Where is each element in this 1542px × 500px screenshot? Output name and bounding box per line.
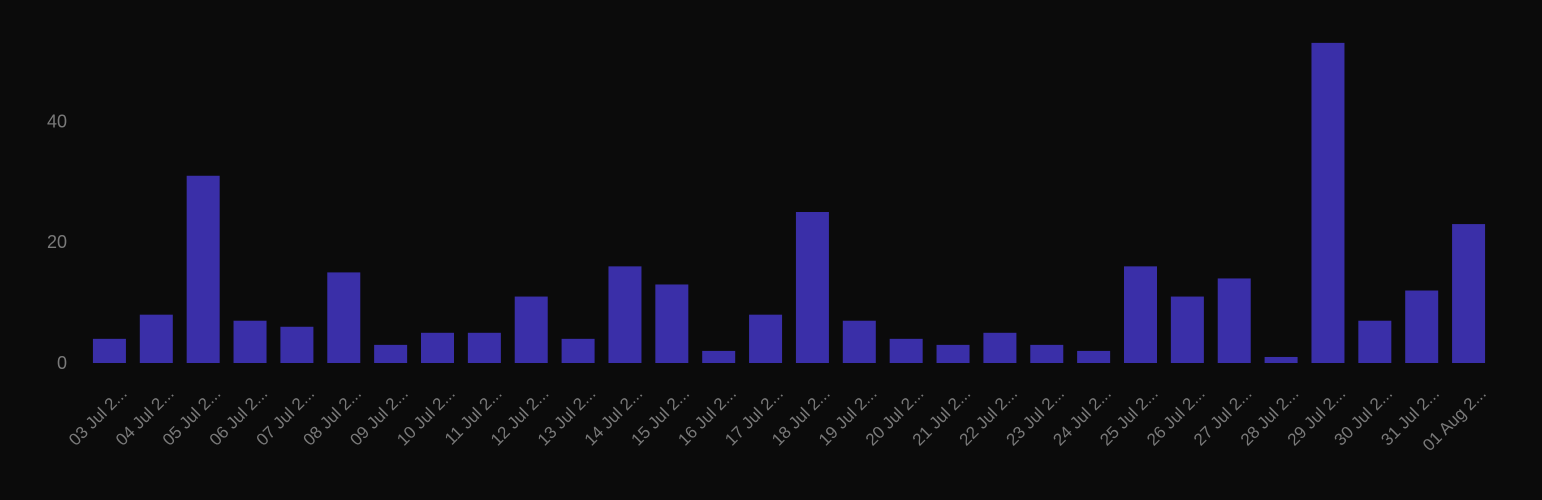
bar[interactable] (936, 344, 970, 363)
bar[interactable] (1405, 290, 1439, 363)
bar[interactable] (795, 212, 829, 363)
bar[interactable] (1452, 224, 1486, 363)
bar[interactable] (1311, 42, 1345, 363)
x-axis: 03 Jul 2...04 Jul 2...05 Jul 2...06 Jul … (65, 384, 1490, 455)
y-tick-label: 0 (57, 353, 67, 373)
bar[interactable] (327, 272, 361, 363)
bar[interactable] (1217, 278, 1251, 363)
bar[interactable] (233, 320, 267, 363)
bar[interactable] (1358, 320, 1392, 363)
bar[interactable] (1124, 266, 1157, 363)
bar[interactable] (889, 338, 923, 363)
y-tick-label: 20 (47, 232, 67, 252)
bar[interactable] (702, 350, 736, 363)
bar[interactable] (983, 332, 1017, 363)
bar[interactable] (92, 338, 126, 363)
bar[interactable] (1264, 356, 1298, 363)
bar[interactable] (280, 326, 314, 363)
bar[interactable] (749, 314, 783, 363)
bar[interactable] (561, 338, 595, 363)
y-tick-label: 40 (47, 111, 67, 131)
bar[interactable] (186, 175, 220, 363)
y-axis: 0 20 40 (47, 111, 67, 373)
bar[interactable] (1170, 296, 1204, 363)
bar[interactable] (421, 332, 454, 363)
bar[interactable] (1077, 350, 1111, 363)
bar[interactable] (1030, 344, 1064, 363)
bar[interactable] (467, 332, 501, 363)
bar[interactable] (374, 344, 408, 363)
bar[interactable] (655, 284, 689, 363)
bars (92, 42, 1486, 363)
bar[interactable] (608, 266, 642, 363)
bar[interactable] (842, 320, 876, 363)
bar[interactable] (514, 296, 548, 363)
bar[interactable] (139, 314, 173, 363)
